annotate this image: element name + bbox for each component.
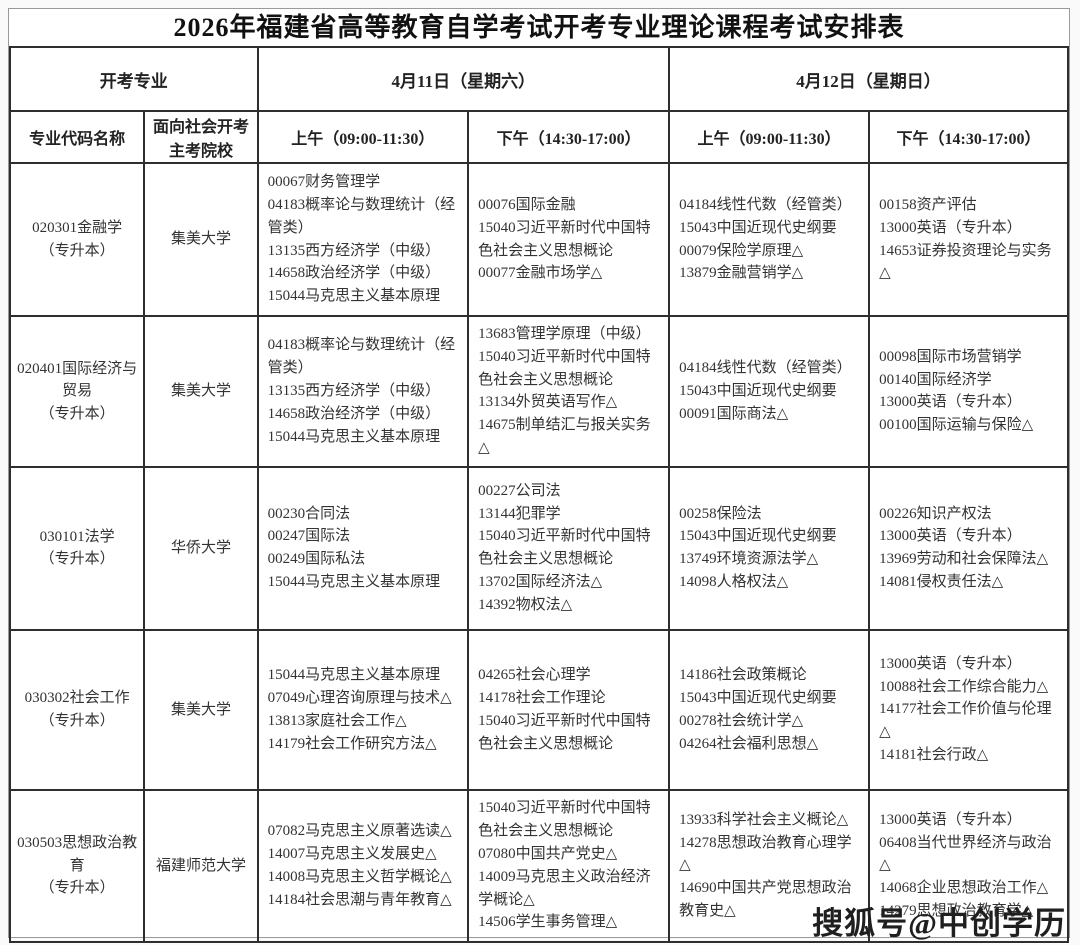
courses-day1-am: 00230合同法 00247国际法 00249国际私法 15044马克思主义基本… <box>256 465 470 631</box>
header-day2: 4月12日（星期日） <box>668 46 1069 112</box>
header-day1: 4月11日（星期六） <box>256 46 671 112</box>
courses-day1-pm: 04265社会心理学 14178社会工作理论 15040习近平新时代中国特色社会… <box>467 628 671 791</box>
school-cell: 集美大学 <box>143 162 259 317</box>
courses-day1-am: 00067财务管理学 04183概率论与数理统计（经管类） 13135西方经济学… <box>256 162 470 317</box>
courses-day2-pm: 00158资产评估 13000英语（专升本） 14653证券投资理论与实务△ <box>868 162 1069 317</box>
courses-day1-pm: 13683管理学原理（中级） 15040习近平新时代中国特色社会主义思想概论 1… <box>467 315 671 468</box>
header-major-code: 专业代码名称 <box>8 110 146 164</box>
watermark-text: 搜狐号@中创学历 <box>812 906 1066 941</box>
table-row: 030101法学 （专升本） 华侨大学 00230合同法 00247国际法 00… <box>8 465 1069 631</box>
courses-day1-pm: 00076国际金融 15040习近平新时代中国特色社会主义思想概论 00077金… <box>467 162 671 317</box>
courses-day2-am: 04184线性代数（经管类） 15043中国近现代史纲要 00091国际商法△ <box>668 315 871 468</box>
major-cell: 030101法学 （专升本） <box>8 465 146 631</box>
table-row: 020301金融学 （专升本） 集美大学 00067财务管理学 04183概率论… <box>8 162 1069 317</box>
header-row-groups: 开考专业 4月11日（星期六） 4月12日（星期日） <box>9 46 1069 112</box>
courses-day1-pm: 00227公司法 13144犯罪学 15040习近平新时代中国特色社会主义思想概… <box>467 465 671 631</box>
courses-day2-pm: 13000英语（专升本） 10088社会工作综合能力△ 14177社会工作价值与… <box>868 628 1069 791</box>
header-school: 面向社会开考 主考院校 <box>143 110 259 164</box>
header-day2-pm: 下午（14:30-17:00） <box>868 110 1069 164</box>
school-cell: 集美大学 <box>143 628 259 791</box>
courses-day2-pm: 00226知识产权法 13000英语（专升本） 13969劳动和社会保障法△ 1… <box>868 465 1069 631</box>
courses-day1-pm: 15040习近平新时代中国特色社会主义思想概论 07080中国共产党史△ 140… <box>467 788 671 943</box>
table-row: 030503思想政治教 育 （专升本） 福建师范大学 07082马克思主义原著选… <box>8 788 1069 943</box>
major-cell: 030503思想政治教 育 （专升本） <box>8 788 146 943</box>
header-day1-am: 上午（09:00-11:30） <box>256 110 470 164</box>
header-row-columns: 专业代码名称 面向社会开考 主考院校 上午（09:00-11:30） 下午（14… <box>8 110 1069 164</box>
header-major-group: 开考专业 <box>9 46 259 112</box>
major-cell: 020301金融学 （专升本） <box>8 162 146 317</box>
courses-day2-am: 14186社会政策概论 15043中国近现代史纲要 00278社会统计学△ 04… <box>668 628 871 791</box>
header-day2-am: 上午（09:00-11:30） <box>668 110 871 164</box>
courses-day2-am: 13933科学社会主义概论△ 14278思想政治教育心理学△ 14690中国共产… <box>668 788 871 943</box>
courses-day1-am: 15044马克思主义基本原理 07049心理咨询原理与技术△ 13813家庭社会… <box>256 628 470 791</box>
school-cell: 集美大学 <box>143 315 259 468</box>
courses-day2-am: 04184线性代数（经管类） 15043中国近现代史纲要 00079保险学原理△… <box>668 162 871 317</box>
courses-day2-am: 00258保险法 15043中国近现代史纲要 13749环境资源法学△ 1409… <box>668 465 871 631</box>
major-cell: 020401国际经济与 贸易 （专升本） <box>8 315 146 468</box>
major-cell: 030302社会工作 （专升本） <box>8 628 146 791</box>
courses-day2-pm: 00098国际市场营销学 00140国际经济学 13000英语（专升本） 001… <box>868 315 1069 468</box>
school-cell: 福建师范大学 <box>143 788 259 943</box>
school-cell: 华侨大学 <box>143 465 259 631</box>
page-title: 2026年福建省高等教育自学考试开考专业理论课程考试安排表 <box>173 13 905 42</box>
exam-schedule-table: 开考专业 4月11日（星期六） 4月12日（星期日） 专业代码名称 面向社会开考… <box>8 46 1069 943</box>
table-row: 030302社会工作 （专升本） 集美大学 15044马克思主义基本原理 070… <box>8 628 1069 791</box>
document-sheet: 2026年福建省高等教育自学考试开考专业理论课程考试安排表 开考专业 4月11日… <box>8 8 1070 943</box>
header-day1-pm: 下午（14:30-17:00） <box>467 110 671 164</box>
table-row: 020401国际经济与 贸易 （专升本） 集美大学 04183概率论与数理统计（… <box>8 315 1069 468</box>
courses-day1-am: 07082马克思主义原著选读△ 14007马克思主义发展史△ 14008马克思主… <box>256 788 470 943</box>
courses-day1-am: 04183概率论与数理统计（经管类） 13135西方经济学（中级） 14658政… <box>256 315 470 468</box>
courses-day2-pm: 13000英语（专升本） 06408当代世界经济与政治△ 14068企业思想政治… <box>868 788 1069 943</box>
